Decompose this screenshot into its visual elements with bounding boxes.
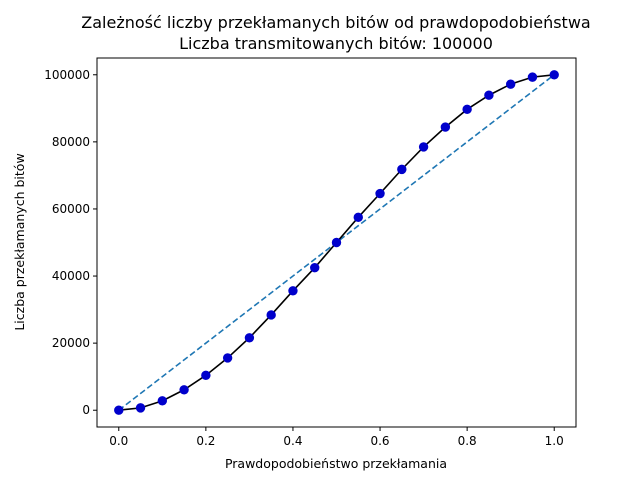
data-point (244, 333, 255, 343)
data-point (353, 212, 363, 223)
y-tick-label: 40000 (52, 269, 90, 283)
y-tick-label: 20000 (52, 336, 90, 350)
data-point (331, 237, 342, 248)
y-tick-label: 60000 (52, 202, 90, 216)
chart-subtitle: Liczba transmitowanych bitów: 100000 (179, 34, 493, 53)
y-axis: 0 20000 40000 60000 80000 100000 (44, 68, 97, 417)
data-point (179, 385, 189, 395)
x-axis-label: Prawdopodobieństwo przekłamania (225, 456, 447, 471)
y-axis-label: Liczba przekłamanych bitów (12, 153, 27, 330)
y-tick-label: 100000 (44, 68, 90, 82)
data-point (484, 90, 494, 100)
x-axis: 0.0 0.2 0.4 0.6 0.8 1.0 (109, 427, 564, 448)
data-point (549, 70, 559, 80)
x-tick-label: 0.0 (109, 434, 128, 448)
x-tick-label: 0.6 (370, 434, 389, 448)
y-tick-label: 0 (82, 403, 90, 417)
data-point (135, 403, 146, 413)
data-point (418, 142, 429, 152)
data-point (375, 188, 385, 199)
y-tick-label: 80000 (52, 135, 90, 149)
plot-frame (96, 57, 577, 428)
data-point (266, 310, 276, 320)
data-point (527, 72, 538, 82)
data-point (440, 122, 451, 132)
x-tick-label: 0.8 (458, 434, 477, 448)
x-tick-label: 0.2 (196, 434, 215, 448)
chart-title: Zależność liczby przekłamanych bitów od … (81, 13, 590, 32)
data-point (201, 370, 211, 381)
data-point (397, 164, 407, 175)
data-point (288, 286, 298, 296)
data-point (505, 79, 516, 89)
data-point (114, 405, 124, 415)
data-point (157, 396, 168, 406)
data-point (310, 262, 320, 273)
data-point (462, 104, 472, 115)
x-tick-label: 0.4 (283, 434, 302, 448)
data-point (222, 353, 233, 363)
plot-area (114, 70, 559, 415)
x-tick-label: 1.0 (545, 434, 564, 448)
